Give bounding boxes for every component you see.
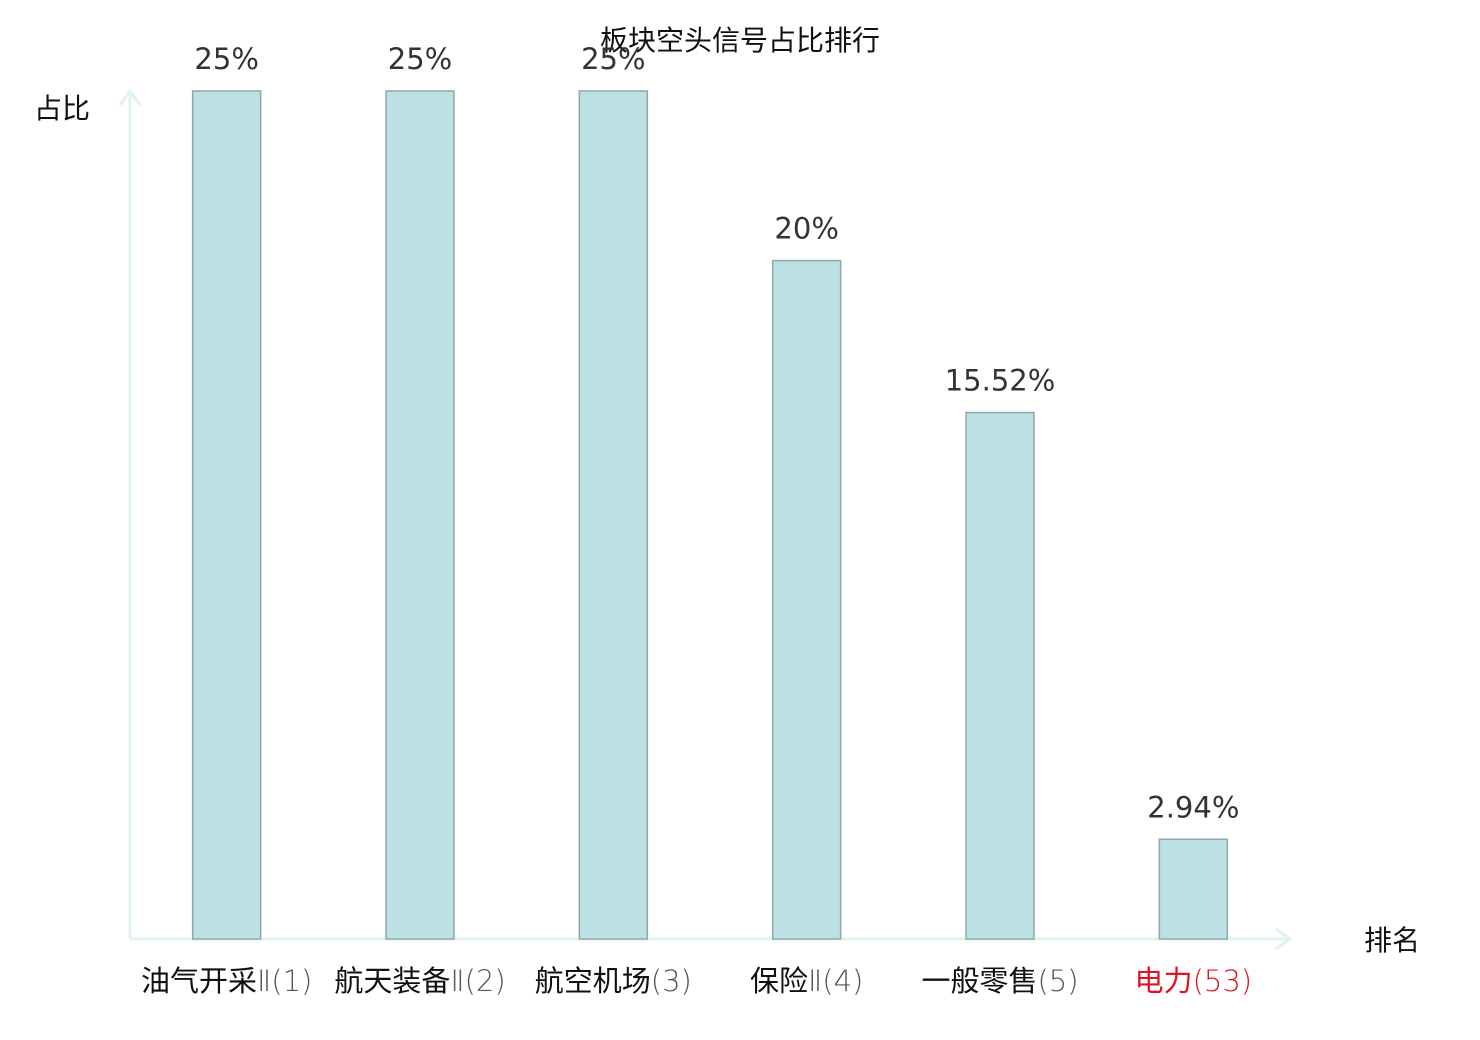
bar xyxy=(191,90,262,940)
bar xyxy=(578,90,649,940)
rank-label: (53) xyxy=(1193,964,1253,998)
rank-label: (5) xyxy=(1037,964,1078,998)
category-name: 电力 xyxy=(1135,964,1193,998)
x-tick-label: 航空机场(3) xyxy=(535,964,692,998)
value-label: 15.52% xyxy=(945,364,1056,398)
rank-label: Ⅱ(2) xyxy=(450,964,505,998)
bar xyxy=(1158,838,1229,940)
bar xyxy=(771,259,842,940)
x-tick-label: 航天装备Ⅱ(2) xyxy=(334,964,505,998)
x-tick-label: 油气开采Ⅱ(1) xyxy=(141,964,312,998)
x-tick-label: 一般零售(5) xyxy=(921,964,1078,998)
rank-label: Ⅱ(4) xyxy=(808,964,863,998)
category-name: 一般零售 xyxy=(921,964,1037,998)
category-name: 航天装备 xyxy=(334,964,450,998)
value-label: 25% xyxy=(388,42,452,76)
value-label: 25% xyxy=(194,42,258,76)
x-tick-label: 电力(53) xyxy=(1135,964,1253,998)
chart-title: 板块空头信号占比排行 xyxy=(600,24,880,57)
x-axis-arrow xyxy=(1275,927,1293,951)
value-label: 20% xyxy=(774,212,838,246)
x-axis-label: 排名 xyxy=(1364,924,1420,957)
x-tick-label: 保险Ⅱ(4) xyxy=(750,964,863,998)
value-label: 25% xyxy=(581,42,645,76)
category-name: 保险 xyxy=(750,964,808,998)
rank-label: Ⅱ(1) xyxy=(257,964,312,998)
category-name: 油气开采 xyxy=(141,964,257,998)
bar xyxy=(385,90,455,940)
bar xyxy=(965,411,1035,940)
category-name: 航空机场 xyxy=(535,964,651,998)
y-axis-label: 占比 xyxy=(34,92,90,125)
y-axis-arrow xyxy=(118,88,142,106)
value-label: 2.94% xyxy=(1147,790,1239,824)
rank-label: (3) xyxy=(651,964,692,998)
